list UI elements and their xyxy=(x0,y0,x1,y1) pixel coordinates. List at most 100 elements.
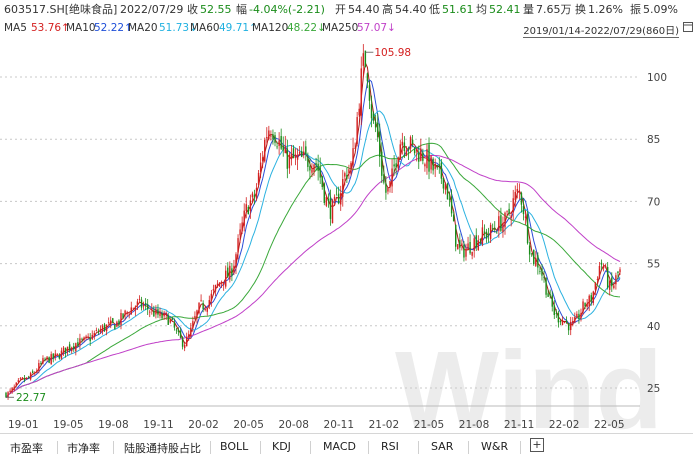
candle-body xyxy=(420,148,422,161)
ma5-label[interactable]: MA5 xyxy=(4,22,27,34)
indicator-tabs: 市盈率 市净率 陆股通持股占比 BOLL KDJ MACD RSI SAR W&… xyxy=(0,433,693,461)
candle-body xyxy=(604,266,607,268)
candle-body xyxy=(91,334,93,340)
candle-body xyxy=(512,198,514,213)
candle-body xyxy=(395,163,397,168)
candle-body xyxy=(399,144,401,160)
candle-body xyxy=(169,319,171,323)
ma60-label[interactable]: MA60 xyxy=(190,22,220,34)
candle-body xyxy=(95,330,98,331)
candle-body xyxy=(134,306,137,311)
candle-body xyxy=(194,316,196,319)
open-label: 开 xyxy=(335,3,346,16)
candle-body xyxy=(272,134,274,140)
candle-body xyxy=(151,308,153,311)
tab-pb[interactable]: 市净率 xyxy=(67,442,100,455)
candle-body xyxy=(7,392,9,398)
candle-body xyxy=(220,281,223,284)
candle-body xyxy=(249,200,252,212)
candle-body xyxy=(602,266,605,269)
ma20-label[interactable]: MA20 xyxy=(128,22,158,34)
candle-body xyxy=(50,354,52,365)
candle-body xyxy=(576,313,578,318)
candle-body xyxy=(237,238,239,253)
ma10-label[interactable]: MA10 xyxy=(66,22,96,34)
candle-body xyxy=(342,178,344,197)
candle-body xyxy=(163,312,165,317)
candle-body xyxy=(471,251,473,256)
x-tick-label: 20-08 xyxy=(278,419,309,431)
candle-body xyxy=(428,144,430,172)
candle-body xyxy=(543,276,545,278)
candle-body xyxy=(83,337,85,340)
candle-body xyxy=(385,183,387,193)
ma60-value: 49.71↑ xyxy=(219,22,258,34)
candle-body xyxy=(309,166,311,171)
tab-wr[interactable]: W&R xyxy=(481,440,509,453)
tab-rsi[interactable]: RSI xyxy=(381,440,399,453)
candle-body xyxy=(29,373,32,380)
candle-body xyxy=(280,136,282,149)
tab-pe[interactable]: 市盈率 xyxy=(10,442,43,455)
candle-body xyxy=(46,356,48,358)
x-tick-label: 22-05 xyxy=(594,419,625,431)
candle-body xyxy=(609,280,611,290)
date-range-selector[interactable]: 2019/01/14-2022/07/29(860日) xyxy=(523,22,679,38)
candle-body xyxy=(157,309,159,315)
x-tick-label: 21-11 xyxy=(504,419,535,431)
candle-body xyxy=(274,135,276,143)
candle-body xyxy=(337,193,340,204)
candle-body xyxy=(567,323,570,331)
candle-body xyxy=(130,307,132,315)
ma120-label[interactable]: MA120 xyxy=(252,22,289,34)
tab-divider xyxy=(310,441,311,454)
x-tick-label: 19-01 xyxy=(8,419,39,431)
tab-hk-connect-holding[interactable]: 陆股通持股占比 xyxy=(124,442,201,455)
candle-body xyxy=(522,206,525,215)
candle-body xyxy=(329,197,332,219)
candle-body xyxy=(358,108,360,116)
candle-body xyxy=(528,245,531,255)
candle-body xyxy=(149,311,151,313)
candle-body xyxy=(200,299,202,301)
candle-body xyxy=(138,299,141,300)
candle-body xyxy=(11,388,13,392)
candle-body xyxy=(572,320,574,324)
x-tick-label: 21-08 xyxy=(459,419,490,431)
ma20-value: 51.73↓ xyxy=(159,22,198,34)
candle-body xyxy=(459,240,461,248)
candle-body xyxy=(422,152,424,161)
y-tick-label: 70 xyxy=(647,196,660,208)
candle-body xyxy=(366,73,369,82)
candle-body xyxy=(500,215,502,231)
candle-body xyxy=(268,130,270,139)
tab-boll[interactable]: BOLL xyxy=(220,440,249,453)
candle-body xyxy=(87,336,89,338)
candle-body xyxy=(446,183,449,200)
candle-body xyxy=(455,224,457,247)
candle-body xyxy=(574,317,576,323)
candle-body xyxy=(541,268,543,276)
candle-body xyxy=(376,122,379,138)
price-chart[interactable]: Wind 100 85 70 55 40 25 19-01 19-05 19-08 19-11 2… xyxy=(0,36,693,433)
add-tab-button[interactable]: + xyxy=(530,438,544,452)
candle-body xyxy=(315,163,317,166)
candle-body xyxy=(461,243,463,246)
candle-body xyxy=(418,153,420,162)
y-tick-label: 55 xyxy=(647,259,660,271)
candle-body xyxy=(457,244,459,250)
candle-body xyxy=(52,353,54,359)
candle-body xyxy=(58,355,61,359)
candle-body xyxy=(188,334,190,338)
candle-body xyxy=(613,285,615,289)
candle-body xyxy=(424,164,426,167)
tab-macd[interactable]: MACD xyxy=(323,440,356,453)
candle-body xyxy=(159,311,161,317)
candle-body xyxy=(132,307,135,309)
tab-kdj[interactable]: KDJ xyxy=(272,440,291,453)
candle-body xyxy=(383,174,385,183)
tab-divider xyxy=(210,441,211,454)
calendar-icon[interactable] xyxy=(683,21,693,32)
ma250-label[interactable]: MA250 xyxy=(322,22,359,34)
tab-sar[interactable]: SAR xyxy=(431,440,454,453)
